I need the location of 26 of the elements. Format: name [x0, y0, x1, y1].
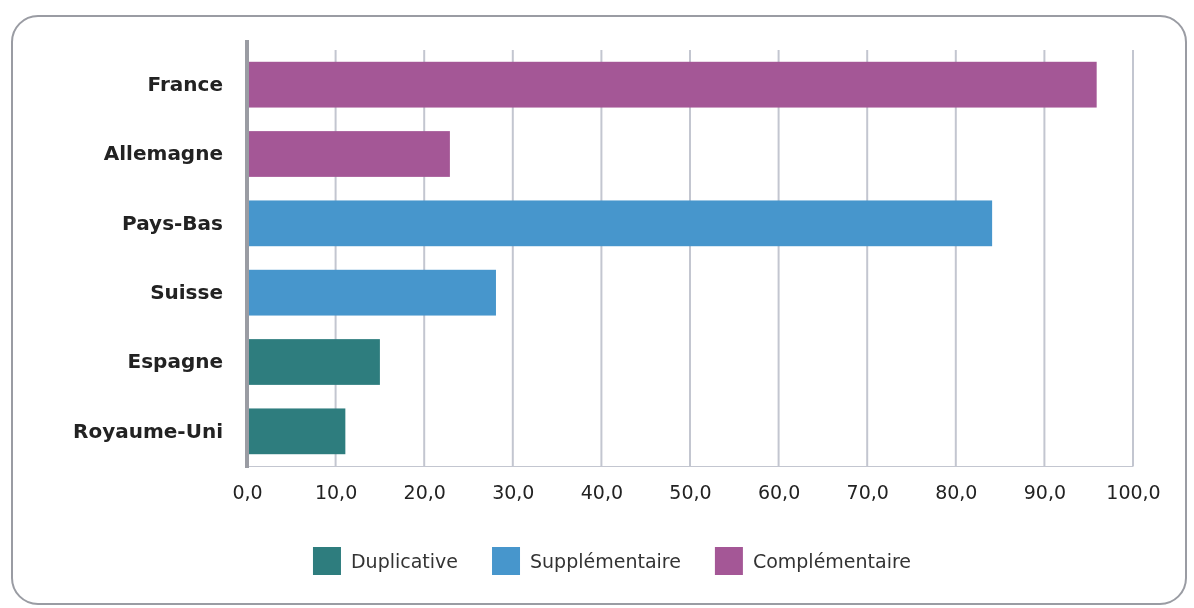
legend-label: Complémentaire	[752, 550, 912, 572]
legend-label: Duplicative	[350, 550, 459, 572]
y-tick-label: Suisse	[150, 280, 223, 305]
bar	[247, 269, 496, 316]
y-tick-label: Espagne	[127, 349, 223, 374]
bar	[247, 408, 346, 455]
y-tick-label: Pays-Bas	[122, 210, 223, 235]
x-tick-label: 80,0	[935, 481, 978, 504]
x-tick-label: 40,0	[580, 481, 624, 504]
y-tick-label: France	[147, 72, 223, 97]
x-tick-label: 20,0	[403, 481, 446, 504]
legend-label: Supplémentaire	[530, 550, 681, 572]
x-tick-label: 10,0	[314, 481, 358, 504]
x-tick-label: 60,0	[757, 481, 801, 504]
x-tick-label: 90,0	[1023, 481, 1067, 504]
bar	[247, 61, 1097, 108]
x-tick-label: 30,0	[492, 481, 535, 504]
x-tick-label: 0,0	[232, 481, 263, 504]
x-tick-label: 70,0	[846, 481, 889, 504]
y-tick-label: Royaume-Uni	[73, 418, 223, 443]
bar	[247, 131, 450, 177]
x-tick-label: 50,0	[669, 481, 712, 504]
x-tick-label: 100,0	[1106, 481, 1161, 504]
y-tick-label: Allemagne	[103, 141, 223, 166]
bar	[247, 200, 993, 247]
bar	[247, 339, 380, 385]
